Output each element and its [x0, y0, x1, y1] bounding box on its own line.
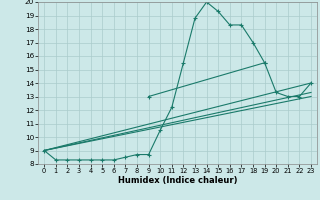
- X-axis label: Humidex (Indice chaleur): Humidex (Indice chaleur): [118, 176, 237, 185]
